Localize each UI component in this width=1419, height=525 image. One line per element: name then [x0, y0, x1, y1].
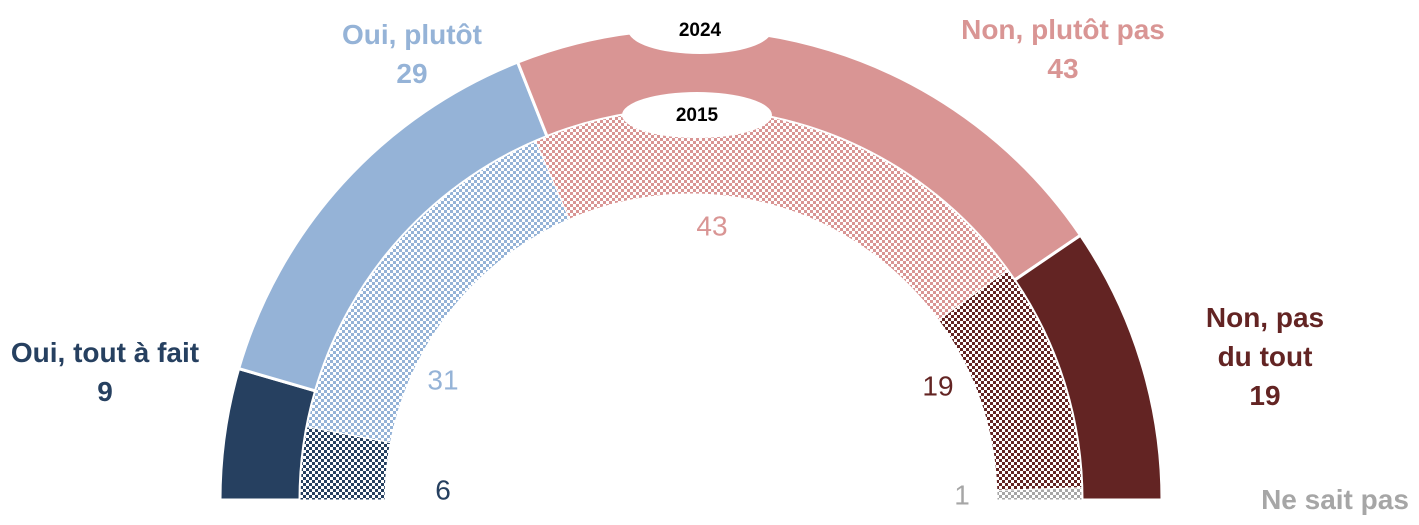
category-name: Non, plutôt pas [961, 14, 1165, 45]
year-label: 2024 [679, 20, 722, 41]
outer-value-label: 19 [1249, 380, 1281, 411]
category-name: Oui, plutôt [342, 19, 482, 50]
arc-segment [996, 487, 1083, 501]
year-badge [622, 92, 772, 138]
category-label: Non, plutôt pas 43 [913, 10, 1213, 88]
year-label: 2015 [676, 105, 719, 126]
category-name: Oui, tout à fait [10, 337, 200, 368]
category-name: Non, pas du tout [1205, 302, 1325, 372]
inner-value-label: 1 [954, 479, 970, 510]
outer-value-label: 9 [97, 376, 113, 407]
inner-value-label: 19 [922, 370, 953, 401]
outer-value-label: 29 [396, 58, 428, 89]
inner-value-label: 43 [696, 210, 727, 241]
inner-value-label: 31 [427, 364, 458, 395]
category-label: Oui, tout à fait 9 [5, 333, 205, 411]
year-badge [628, 6, 772, 54]
category-label: Oui, plutôt 29 [312, 15, 512, 93]
inner-value-label: 6 [435, 474, 451, 505]
category-label: Non, pas du tout 19 [1185, 298, 1345, 415]
category-label: Ne sait pas [1255, 480, 1415, 519]
category-name: Ne sait pas [1261, 484, 1409, 515]
outer-value-label: 43 [1047, 53, 1079, 84]
